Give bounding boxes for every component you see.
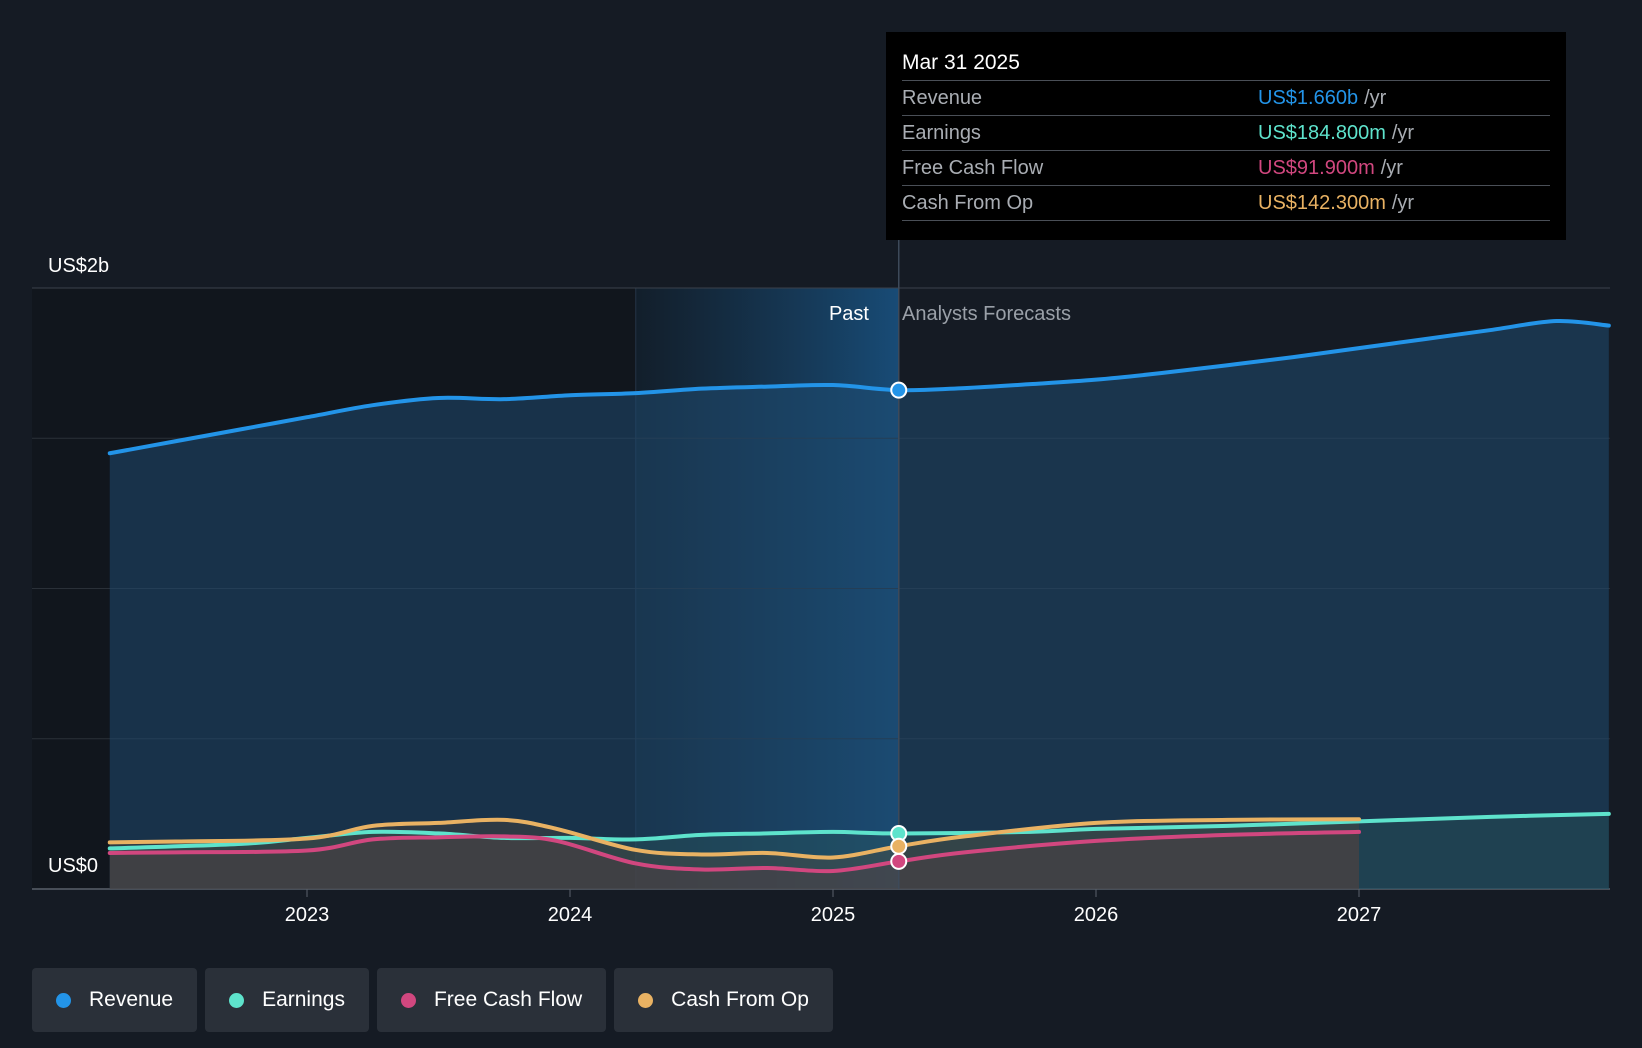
tooltip-name: Earnings xyxy=(902,122,981,144)
earnings-area xyxy=(109,813,1609,889)
tooltip-unit: /yr xyxy=(1391,122,1415,144)
tooltip-row-earnings: Earnings US$184.800m /yr xyxy=(902,115,1550,150)
legend-label: Free Cash Flow xyxy=(433,988,583,1011)
legend: Revenue Earnings Free Cash Flow Cash Fro… xyxy=(32,968,833,1032)
y-label-top: US$2b xyxy=(48,255,109,277)
past-label: Past xyxy=(829,303,869,325)
revenue-dot-icon xyxy=(56,992,71,1008)
y-label-bottom: US$0 xyxy=(48,855,98,877)
tooltip-row-cfo: Cash From Op US$142.300m /yr xyxy=(902,185,1550,221)
revenue-marker xyxy=(890,381,908,399)
tooltip: Mar 31 2025 Revenue US$1.660b /yr Earnin… xyxy=(886,32,1566,240)
x-tick-2024: 2024 xyxy=(548,904,593,926)
x-tick-2023: 2023 xyxy=(285,904,330,926)
tooltip-name: Revenue xyxy=(902,87,983,109)
tooltip-name: Cash From Op xyxy=(902,192,1034,214)
revenue-line xyxy=(107,319,1611,456)
free-cash-flow-marker xyxy=(890,852,908,870)
legend-label: Cash From Op xyxy=(671,988,809,1011)
legend-item-cash-from-op[interactable]: Cash From Op xyxy=(614,968,833,1032)
x-tick-2026: 2026 xyxy=(1074,904,1119,926)
x-tick-2025: 2025 xyxy=(811,904,856,926)
tooltip-value: US$142.300m xyxy=(1258,192,1386,214)
revenue-area xyxy=(109,320,1609,889)
tooltip-row-revenue: Revenue US$1.660b /yr xyxy=(902,80,1550,115)
cash-from-op-dot-icon xyxy=(638,992,654,1008)
tooltip-name: Free Cash Flow xyxy=(902,157,1044,179)
legend-item-earnings[interactable]: Earnings xyxy=(205,968,369,1032)
cash-from-op-marker xyxy=(890,837,908,855)
legend-item-free-cash-flow[interactable]: Free Cash Flow xyxy=(376,968,607,1032)
x-tick-2027: 2027 xyxy=(1337,904,1382,926)
legend-label: Revenue xyxy=(89,988,174,1011)
tooltip-unit: /yr xyxy=(1391,192,1415,214)
financial-chart: US$2b US$0 Past Analysts Forecasts 2023 … xyxy=(32,240,1611,926)
tooltip-unit: /yr xyxy=(1364,87,1387,109)
free-cash-flow-line xyxy=(107,829,1361,874)
earnings-line xyxy=(107,811,1611,851)
tooltip-row-fcf: Free Cash Flow US$91.900m /yr xyxy=(902,150,1550,185)
free-cash-flow-dot-icon xyxy=(400,992,416,1008)
forecast-label: Analysts Forecasts xyxy=(902,303,1071,325)
legend-label: Earnings xyxy=(262,988,345,1011)
tooltip-unit: /yr xyxy=(1380,157,1403,179)
tooltip-value: US$1.660b xyxy=(1258,87,1359,109)
earnings-dot-icon xyxy=(229,992,245,1008)
tooltip-value: US$184.800m xyxy=(1258,122,1386,144)
tooltip-date: Mar 31 2025 xyxy=(902,51,1020,74)
legend-item-revenue[interactable]: Revenue xyxy=(32,968,198,1032)
tooltip-value: US$91.900m xyxy=(1258,157,1375,179)
cash-from-op-line xyxy=(107,817,1361,860)
